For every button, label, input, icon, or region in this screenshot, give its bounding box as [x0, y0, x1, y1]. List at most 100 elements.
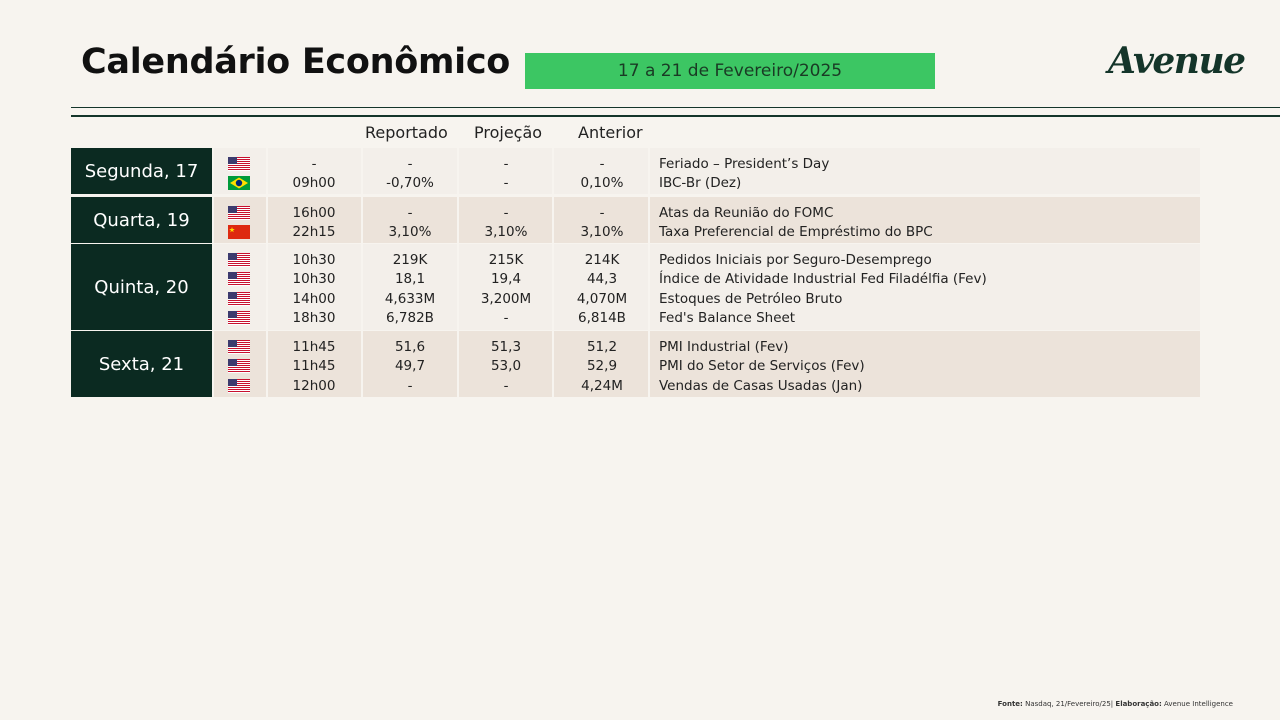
day-label: Segunda, 17 [71, 148, 212, 194]
reported-cell: - [407, 155, 413, 172]
event-cell: Taxa Preferencial de Empréstimo do BPC [659, 224, 933, 241]
table-row: 12h00 - - 4,24M Vendas de Casas Usadas (Jan) [212, 376, 1200, 396]
br-flag-icon [212, 176, 266, 191]
page-title: Calendário Econômico [81, 42, 511, 82]
column-separator [266, 244, 268, 330]
previous-cell: 214K [584, 251, 620, 268]
table-row: 09h00 -0,70% - 0,10% IBC-Br (Dez) [212, 174, 1200, 194]
time-cell: 10h30 [292, 271, 336, 288]
event-cell: Vendas de Casas Usadas (Jan) [659, 377, 863, 394]
column-separator [266, 197, 268, 243]
projection-cell: 3,10% [484, 224, 528, 241]
us-flag-icon [212, 311, 266, 326]
column-separator [212, 244, 214, 330]
column-separator [552, 197, 554, 243]
day-label: Quinta, 20 [71, 244, 212, 330]
avenue-logo: Avenue [1108, 40, 1246, 82]
us-flag-icon [212, 252, 266, 267]
time-cell: 10h30 [292, 251, 336, 268]
column-separator [648, 244, 650, 330]
day-rows: 10h30 219K 215K 214K Pedidos Iniciais por Se… [212, 244, 1200, 330]
time-cell: 22h15 [292, 224, 336, 241]
event-cell: IBC-Br (Dez) [659, 175, 742, 192]
event-cell: Feriado – President’s Day [659, 155, 830, 172]
table-row: 11h45 51,6 51,3 51,2 PMI Industrial (Fev) [212, 337, 1200, 357]
us-flag-icon [212, 205, 266, 220]
column-header-projection: Projeção [474, 123, 543, 142]
column-separator [361, 244, 363, 330]
footer-author-value: Avenue Intelligence [1164, 700, 1233, 708]
projection-cell: - [503, 204, 509, 221]
column-separator [361, 331, 363, 397]
column-separator [648, 148, 650, 194]
time-cell: 14h00 [292, 290, 336, 307]
column-separator [212, 148, 214, 194]
footer-source-label: Fonte: [997, 700, 1023, 708]
column-separator [212, 197, 214, 243]
reported-cell: 18,1 [394, 271, 426, 288]
column-separator [552, 148, 554, 194]
projection-cell: 3,200M [480, 290, 532, 307]
time-cell: 11h45 [292, 358, 336, 375]
header-divider-thick [71, 115, 1280, 117]
footer-source-value: Nasdaq, 21/Fevereiro/25| [1025, 700, 1114, 708]
us-flag-icon [212, 359, 266, 374]
projection-cell: 215K [488, 251, 524, 268]
reported-cell: 51,6 [394, 338, 426, 355]
table-row: 14h00 4,633M 3,200M 4,070M Estoques de Petró… [212, 289, 1200, 309]
reported-cell: -0,70% [386, 175, 434, 192]
table-row: 10h30 219K 215K 214K Pedidos Iniciais por Se… [212, 250, 1200, 270]
previous-cell: 3,10% [580, 224, 624, 241]
day-group: Segunda, 17 - - - - Feriado – President’s Day… [71, 148, 1200, 194]
column-separator [552, 331, 554, 397]
us-flag-icon [212, 156, 266, 171]
footer-source: Fonte: Nasdaq, 21/Fevereiro/25| Elaboraç… [998, 700, 1233, 708]
day-rows: - - - - Feriado – President’s Day 09h00 -0,70%… [212, 148, 1200, 194]
event-cell: PMI Industrial (Fev) [659, 338, 789, 355]
table-row: 11h45 49,7 53,0 52,9 PMI do Setor de Serviço… [212, 357, 1200, 377]
column-separator [457, 197, 459, 243]
time-cell: 18h30 [292, 310, 336, 327]
previous-cell: 4,24M [581, 377, 623, 394]
projection-cell: 19,4 [490, 271, 522, 288]
previous-cell: 44,3 [586, 271, 618, 288]
event-cell: Pedidos Iniciais por Seguro-Desemprego [659, 251, 932, 268]
column-separator [212, 331, 214, 397]
time-cell: 16h00 [292, 204, 336, 221]
column-separator [457, 244, 459, 330]
us-flag-icon [212, 291, 266, 306]
previous-cell: 4,070M [576, 290, 628, 307]
event-cell: PMI do Setor de Serviços (Fev) [659, 358, 865, 375]
previous-cell: - [599, 204, 605, 221]
column-separator [266, 331, 268, 397]
event-cell: Fed's Balance Sheet [659, 310, 796, 327]
column-separator [266, 148, 268, 194]
table-row: - - - - Feriado – President’s Day [212, 154, 1200, 174]
us-flag-icon [212, 272, 266, 287]
previous-cell: 51,2 [586, 338, 618, 355]
reported-cell: 4,633M [384, 290, 436, 307]
previous-cell: 6,814B [578, 310, 626, 327]
column-separator [361, 197, 363, 243]
event-cell: Atas da Reunião do FOMC [659, 204, 834, 221]
day-rows: 11h45 51,6 51,3 51,2 PMI Industrial (Fev) 11h… [212, 331, 1200, 397]
day-label: Sexta, 21 [71, 331, 212, 397]
us-flag-icon [212, 339, 266, 354]
column-header-reported: Reportado [365, 123, 448, 142]
table-row: 16h00 - - - Atas da Reunião do FOMC [212, 203, 1200, 223]
table-row: 18h30 6,782B - 6,814B Fed's Balance Sheet [212, 309, 1200, 329]
date-range-badge: 17 a 21 de Fevereiro/2025 [525, 53, 935, 89]
previous-cell: - [599, 155, 605, 172]
table-row: 10h30 18,1 19,4 44,3 Índice de Atividade Ind… [212, 270, 1200, 290]
day-group: Quarta, 19 16h00 - - - Atas da Reunião do FOM… [71, 197, 1200, 243]
projection-cell: - [503, 377, 509, 394]
projection-cell: - [503, 310, 509, 327]
reported-cell: - [407, 204, 413, 221]
cn-flag-icon [212, 225, 266, 240]
event-cell: Estoques de Petróleo Bruto [659, 290, 843, 307]
day-label: Quarta, 19 [71, 197, 212, 243]
event-cell: Índice de Atividade Industrial Fed Filad… [659, 271, 987, 288]
time-cell: 12h00 [292, 377, 336, 394]
reported-cell: 6,782B [386, 310, 434, 327]
reported-cell: 3,10% [388, 224, 432, 241]
